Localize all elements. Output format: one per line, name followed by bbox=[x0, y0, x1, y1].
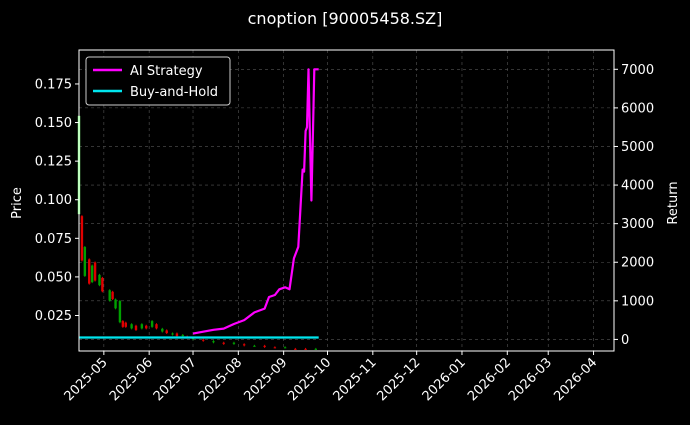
price-candle-body bbox=[263, 345, 266, 347]
x-axis: 2025-052025-062025-072025-082025-092025-… bbox=[62, 351, 600, 404]
price-candle-body bbox=[222, 342, 225, 344]
candle-layer bbox=[77, 114, 318, 350]
x-tick-label: 2025-06 bbox=[107, 355, 156, 404]
x-tick-label: 2025-08 bbox=[196, 355, 245, 404]
series-line-ai-strategy bbox=[192, 68, 319, 335]
price-candle-body bbox=[294, 348, 297, 350]
price-candle-body bbox=[118, 301, 122, 323]
left-tick-label: 0.175 bbox=[35, 77, 72, 92]
price-candle-body bbox=[114, 299, 117, 309]
price-candle-body bbox=[150, 321, 154, 327]
x-tick-label: 2026-03 bbox=[506, 355, 555, 404]
price-candle-body bbox=[121, 321, 125, 327]
price-candle-body bbox=[212, 341, 215, 343]
price-candle-body bbox=[140, 324, 144, 329]
right-tick-label: 5000 bbox=[621, 140, 654, 155]
right-tick-label: 3000 bbox=[621, 217, 654, 232]
price-candle-body bbox=[175, 333, 179, 337]
price-candle-body bbox=[232, 342, 236, 344]
x-tick-label: 2025-10 bbox=[285, 355, 334, 404]
legend: AI Strategy Buy-and-Hold bbox=[85, 56, 231, 106]
chart-title: cnoption [90005458.SZ] bbox=[248, 9, 443, 28]
price-candle-body bbox=[111, 291, 114, 300]
plot-frame bbox=[78, 49, 615, 352]
price-candle-body bbox=[283, 347, 287, 349]
price-candle-body bbox=[253, 345, 256, 347]
left-axis-label: Price bbox=[10, 187, 25, 219]
x-tick-label: 2025-12 bbox=[374, 355, 423, 404]
price-candle-body bbox=[181, 335, 184, 337]
price-candle-body bbox=[88, 259, 91, 284]
price-candle-body bbox=[314, 348, 318, 350]
right-tick-label: 6000 bbox=[621, 101, 654, 116]
right-tick-label: 2000 bbox=[621, 256, 654, 271]
price-candle-body bbox=[273, 347, 277, 349]
x-tick-label: 2026-02 bbox=[465, 355, 514, 404]
price-candle-body bbox=[155, 324, 158, 329]
price-candle-body bbox=[134, 325, 138, 330]
price-candle-body bbox=[98, 274, 101, 286]
left-tick-label: 0.050 bbox=[35, 270, 72, 285]
left-tick-label: 0.125 bbox=[35, 155, 72, 170]
x-tick-label: 2026-04 bbox=[551, 355, 600, 404]
x-tick-label: 2025-07 bbox=[151, 355, 200, 404]
price-candle-body bbox=[304, 348, 307, 350]
series-layer bbox=[79, 68, 319, 339]
x-tick-label: 2026-01 bbox=[420, 355, 469, 404]
left-tick-label: 0.025 bbox=[35, 309, 72, 324]
right-tick-label: 0 bbox=[621, 333, 629, 348]
right-axis: 0 1000 2000 3000 4000 5000 6000 7000 bbox=[614, 63, 654, 348]
legend-label-buy-and-hold: Buy-and-Hold bbox=[130, 85, 218, 100]
left-tick-label: 0.100 bbox=[35, 193, 72, 208]
x-tick-label: 2025-05 bbox=[62, 355, 111, 404]
right-axis-label: Return bbox=[666, 181, 681, 224]
right-tick-label: 7000 bbox=[621, 63, 654, 78]
x-tick-label: 2025-09 bbox=[241, 355, 290, 404]
price-candle-body bbox=[171, 333, 174, 335]
price-candle-body bbox=[145, 325, 148, 329]
price-candle-body bbox=[124, 322, 127, 327]
price-candle-body bbox=[93, 262, 97, 281]
left-tick-label: 0.150 bbox=[35, 116, 72, 131]
right-tick-label: 1000 bbox=[621, 294, 654, 309]
left-axis: 0.025 0.050 0.075 0.100 0.125 0.150 0.175 bbox=[35, 77, 79, 324]
price-candle-body bbox=[202, 339, 205, 341]
x-tick-label: 2025-11 bbox=[331, 355, 380, 404]
price-candle-body bbox=[191, 338, 195, 340]
price-candle-body bbox=[161, 328, 164, 332]
left-tick-label: 0.075 bbox=[35, 232, 72, 247]
price-candle-body bbox=[165, 330, 168, 334]
right-tick-label: 4000 bbox=[621, 179, 654, 194]
legend-label-ai-strategy: AI Strategy bbox=[130, 64, 203, 79]
price-candle-body bbox=[242, 344, 246, 346]
price-candle-body bbox=[80, 216, 84, 261]
price-candle-body bbox=[101, 277, 104, 292]
price-candle-body bbox=[90, 265, 94, 283]
price-candle-body bbox=[83, 247, 87, 276]
price-candle-body bbox=[130, 324, 133, 329]
grid-layer bbox=[79, 50, 614, 351]
price-candle-body bbox=[108, 290, 111, 301]
